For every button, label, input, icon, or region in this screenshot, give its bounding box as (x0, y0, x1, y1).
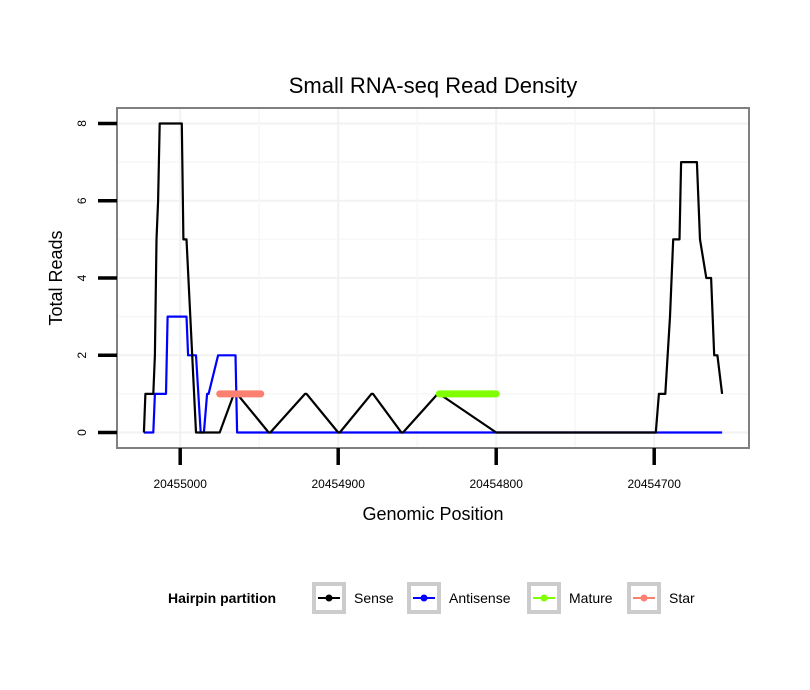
x-tick-label: 20454900 (312, 477, 366, 491)
x-tick-label: 20455000 (154, 477, 208, 491)
legend-label: Mature (569, 590, 613, 606)
x-tick-label: 20454700 (628, 477, 682, 491)
legend-item-mature: Mature (527, 582, 613, 614)
y-axis-title: Total Reads (46, 230, 66, 325)
x-tick-label: 20454800 (470, 477, 524, 491)
x-axis-title: Genomic Position (362, 504, 503, 524)
y-tick-label: 4 (75, 274, 89, 281)
legend-key-point (640, 594, 648, 602)
legend-item-star: Star (627, 582, 695, 614)
legend-key-point (540, 594, 548, 602)
x-axis: 20455000 20454900 20454800 20454700 (154, 448, 682, 491)
y-tick-label: 8 (75, 120, 89, 127)
y-axis: 0 2 4 6 8 (75, 120, 117, 436)
legend-key-point (325, 594, 333, 602)
legend-label: Star (669, 590, 695, 606)
y-tick-label: 2 (75, 352, 89, 359)
series-layer (142, 122, 724, 434)
y-tick-label: 0 (75, 429, 89, 436)
legend-label: Antisense (449, 590, 511, 606)
legend: Hairpin partition Sense Antisense Mature St… (168, 582, 695, 614)
legend-item-sense: Sense (312, 582, 394, 614)
legend-key-point (420, 594, 428, 602)
y-tick-label: 6 (75, 197, 89, 204)
chart-title: Small RNA-seq Read Density (289, 73, 578, 98)
series-sense-line (142, 122, 724, 434)
legend-item-antisense: Antisense (407, 582, 511, 614)
legend-label: Sense (354, 590, 394, 606)
legend-title: Hairpin partition (168, 590, 276, 606)
